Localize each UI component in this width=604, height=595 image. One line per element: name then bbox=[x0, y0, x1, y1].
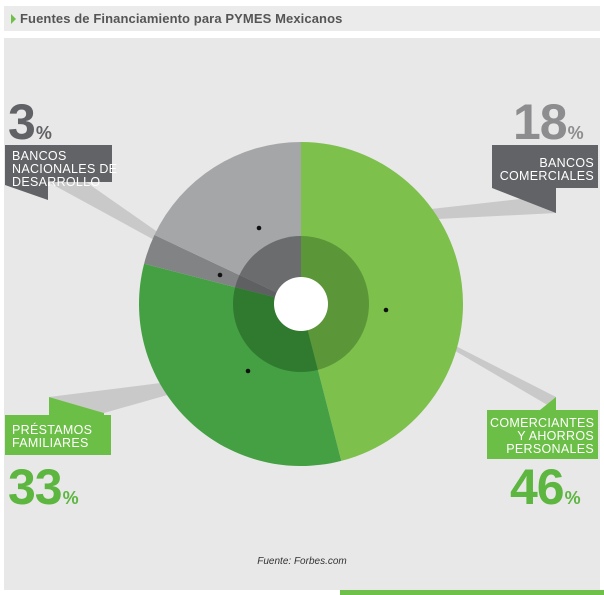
pct-symbol: % bbox=[564, 488, 581, 508]
dot-comerciantes bbox=[383, 307, 389, 313]
pct-symbol: % bbox=[62, 488, 79, 508]
label-line: COMERCIALES bbox=[499, 169, 594, 183]
box-bancos-comerciales bbox=[492, 145, 598, 213]
bottom-accent-bar bbox=[340, 590, 604, 595]
label-line: BANCOS bbox=[12, 149, 67, 163]
label-line: DESARROLLO bbox=[12, 175, 101, 189]
box-prestamos-tab bbox=[49, 397, 104, 415]
triangle-right-icon bbox=[11, 13, 16, 24]
dot-bancos-desarrollo bbox=[217, 272, 223, 278]
pie-inner-slice-comerciantes bbox=[301, 236, 369, 370]
pct-comerciantes: 46% bbox=[510, 462, 581, 512]
label-line: PRÉSTAMOS bbox=[12, 423, 93, 437]
pct-bancos-desarrollo: 3% bbox=[8, 97, 52, 147]
pie-center-hole bbox=[274, 277, 328, 331]
pct-value: 18 bbox=[513, 94, 568, 150]
pct-bancos-comerciales: 18% bbox=[513, 97, 584, 147]
box-bancos-desarrollo bbox=[5, 145, 112, 200]
label-bancos-comerciales: BANCOS COMERCIALES bbox=[496, 157, 594, 183]
pct-value: 3 bbox=[8, 94, 36, 150]
label-line: NACIONALES DE bbox=[12, 162, 118, 176]
label-comerciantes: COMERCIANTES Y AHORROS PERSONALES bbox=[490, 417, 594, 456]
dot-prestamos bbox=[245, 368, 251, 374]
label-bancos-desarrollo: BANCOS NACIONALES DE DESARROLLO bbox=[12, 150, 117, 189]
label-line: FAMILIARES bbox=[12, 436, 89, 450]
box-comerciantes-tab bbox=[540, 397, 556, 410]
label-line: Y AHORROS bbox=[517, 429, 594, 443]
label-prestamos: PRÉSTAMOS FAMILIARES bbox=[12, 424, 92, 450]
label-line: COMERCIANTES bbox=[490, 416, 595, 430]
pct-symbol: % bbox=[35, 123, 52, 143]
header-bar: Fuentes de Financiamiento para PYMES Mex… bbox=[4, 6, 600, 31]
label-line: PERSONALES bbox=[506, 442, 594, 456]
box-comerciantes bbox=[487, 410, 598, 459]
dot-bancos-comerciales bbox=[256, 225, 262, 231]
source-note: Fuente: Forbes.com bbox=[257, 556, 347, 567]
pct-value: 33 bbox=[8, 459, 63, 515]
page-title: Fuentes de Financiamiento para PYMES Mex… bbox=[20, 11, 343, 26]
pct-value: 46 bbox=[510, 459, 565, 515]
label-line: BANCOS bbox=[539, 156, 594, 170]
pct-prestamos: 33% bbox=[8, 462, 79, 512]
pct-symbol: % bbox=[567, 123, 584, 143]
pie-slice-comerciantes bbox=[301, 142, 463, 461]
box-prestamos bbox=[5, 415, 111, 455]
